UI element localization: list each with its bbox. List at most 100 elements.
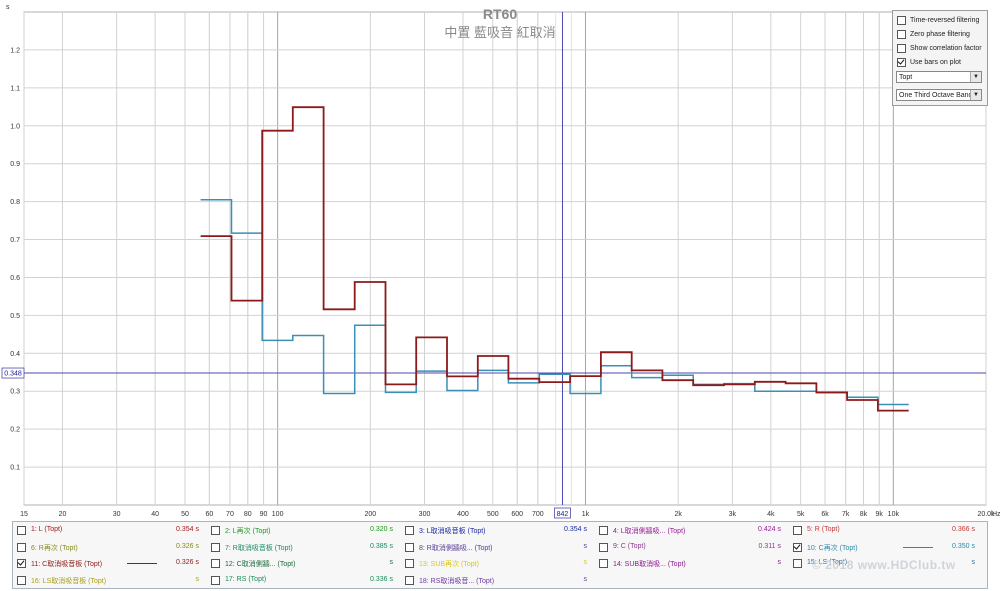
zero-phase-filtering-checkbox[interactable]: Zero phase filtering	[897, 29, 970, 39]
legend-checkbox[interactable]	[405, 526, 414, 535]
legend-checkbox[interactable]	[17, 559, 26, 568]
x-tick-label: 15	[20, 511, 28, 518]
x-tick-label: 400	[457, 511, 469, 518]
band-select[interactable]: One Third Octave Bands ▼	[896, 89, 982, 101]
legend-value: 0.320 s	[370, 526, 393, 533]
y-tick-label: 0.6	[10, 275, 20, 282]
y-tick-label: 0.8	[10, 199, 20, 206]
y-tick-label: 0.1	[10, 465, 20, 472]
x-axis-unit: Hz	[992, 511, 1000, 518]
legend-entry[interactable]: 14: SUB取消吸... (Topt) s	[599, 556, 787, 570]
x-tick-label: 10k	[888, 511, 900, 518]
legend-checkbox[interactable]	[599, 526, 608, 535]
legend-value: 0.350 s	[952, 542, 975, 550]
legend-checkbox[interactable]	[17, 575, 26, 585]
x-tick-label: 200	[364, 511, 376, 518]
legend-label: 14: SUB取消吸... (Topt)	[613, 561, 686, 568]
legend-checkbox[interactable]	[793, 526, 802, 535]
legend-value: 0.354 s	[564, 526, 587, 533]
legend-checkbox[interactable]	[405, 542, 414, 552]
x-tick-label: 500	[487, 511, 499, 518]
legend-checkbox[interactable]	[405, 575, 414, 585]
legend-entry[interactable]: 18: RS取消吸音... (Topt) s	[405, 573, 593, 587]
x-tick-label: 700	[532, 511, 544, 518]
legend-label: 7: R取消吸音板 (Topt)	[225, 544, 293, 552]
show-correlation-factor-checkbox[interactable]: Show correlation factor	[897, 43, 982, 53]
legend-label: 8: R取消側牆吸... (Topt)	[419, 544, 493, 552]
legend-entry[interactable]: 16: LS取消吸音板 (Topt) s	[17, 573, 205, 587]
legend-label: 9: C (Topt)	[613, 542, 646, 550]
legend-entry[interactable]: 4: L取消側牆吸... (Topt) 0.424 s	[599, 523, 787, 537]
band-select-value: One Third Octave Bands	[899, 92, 976, 99]
chevron-down-icon[interactable]: ▼	[970, 90, 981, 100]
checkbox-box[interactable]	[897, 43, 906, 53]
legend-line-swatch	[903, 546, 933, 548]
y-tick-label: 0.2	[10, 427, 20, 434]
legend-entry[interactable]: 10: C再次 (Topt) 0.350 s	[793, 540, 981, 554]
legend-checkbox[interactable]	[793, 542, 802, 552]
legend-entry[interactable]: 11: C取消吸音板 (Topt) 0.326 s	[17, 556, 205, 570]
time-reversed-filtering-checkbox[interactable]: Time-reversed filtering	[897, 15, 979, 25]
legend-value: 0.311 s	[758, 542, 781, 550]
legend-value: s	[583, 575, 588, 583]
legend-entry[interactable]: 7: R取消吸音板 (Topt) 0.385 s	[211, 540, 399, 554]
legend-checkbox[interactable]	[599, 542, 608, 552]
chart-subtitle: 中置 藍吸音 紅取消	[444, 25, 556, 40]
legend-label: 10: C再次 (Topt)	[807, 544, 858, 552]
cursor-x-readout: 842	[557, 511, 569, 518]
legend-entry[interactable]: 3: L取消吸音板 (Topt) 0.354 s	[405, 523, 593, 537]
legend-entry[interactable]: 1: L (Topt) 0.354 s	[17, 523, 205, 537]
y-axis-unit: s	[6, 4, 10, 11]
use-bars-on-plot-checkbox[interactable]: Use bars on plot	[897, 57, 961, 67]
legend-value: 0.354 s	[176, 526, 199, 533]
x-tick-label: 30	[113, 511, 121, 518]
measure-select-value: Topt	[899, 74, 913, 81]
legend-entry[interactable]: 5: R (Topt) 0.366 s	[793, 523, 981, 537]
rt60-plot[interactable]: 15 20 30 40 50 60 70 80 90 100 200 300 400 500 600 700 1…	[0, 0, 1000, 520]
legend-value: 0.326 s	[176, 559, 199, 566]
x-tick-label: 9k	[876, 511, 884, 518]
legend-label: 6: R再次 (Topt)	[31, 544, 78, 552]
legend-checkbox[interactable]	[17, 526, 26, 535]
x-tick-label: 100	[272, 511, 284, 518]
legend-checkbox[interactable]	[211, 542, 220, 552]
x-tick-label: 20.0k	[977, 511, 995, 518]
legend-entry[interactable]: 8: R取消側牆吸... (Topt) s	[405, 540, 593, 554]
legend-checkbox[interactable]	[793, 559, 802, 568]
cursor-y-readout-box	[1, 367, 25, 379]
x-tick-label: 5k	[797, 511, 805, 518]
y-tick-label: 0.7	[10, 237, 20, 244]
legend-checkbox[interactable]	[211, 575, 220, 585]
measure-select[interactable]: Topt ▼	[896, 71, 982, 83]
cursor-x-readout-box	[554, 507, 571, 519]
x-tick-label: 60	[205, 511, 213, 518]
checkbox-box[interactable]	[897, 15, 906, 25]
x-tick-label: 6k	[821, 511, 829, 518]
x-tick-label: 1k	[582, 511, 590, 518]
legend-entry[interactable]: 9: C (Topt) 0.311 s	[599, 540, 787, 554]
y-tick-label: 0.9	[10, 161, 20, 168]
rt60-series-line	[200, 106, 909, 412]
legend-entry[interactable]: 13: SUB再次 (Topt) s	[405, 556, 593, 570]
legend-value: s	[971, 559, 976, 566]
legend-label: 11: C取消吸音板 (Topt)	[31, 561, 103, 568]
legend-value: s	[777, 559, 782, 566]
legend-value: s	[583, 542, 588, 550]
legend-checkbox[interactable]	[211, 526, 220, 535]
rt60-chart[interactable]: 15 20 30 40 50 60 70 80 90 100 200 300 400 500 600 700 1…	[0, 0, 1000, 520]
legend-label: 2: L再次 (Topt)	[225, 528, 271, 535]
legend-entry[interactable]: 6: R再次 (Topt) 0.326 s	[17, 540, 205, 554]
legend-entry[interactable]: 15: LS (Topt) s	[793, 556, 981, 570]
legend-entry[interactable]: 12: C取消側牆... (Topt) s	[211, 556, 399, 570]
legend-entry[interactable]: 17: RS (Topt) 0.336 s	[211, 573, 399, 587]
legend-checkbox[interactable]	[599, 559, 608, 568]
chevron-down-icon[interactable]: ▼	[970, 72, 981, 82]
legend-checkbox[interactable]	[17, 542, 26, 552]
checkbox-label: Zero phase filtering	[910, 30, 970, 38]
x-tick-label: 3k	[729, 511, 737, 518]
legend-entry[interactable]: 2: L再次 (Topt) 0.320 s	[211, 523, 399, 537]
legend-checkbox[interactable]	[211, 559, 220, 568]
checkbox-box[interactable]	[897, 57, 906, 67]
checkbox-box[interactable]	[897, 29, 906, 39]
legend-checkbox[interactable]	[405, 559, 414, 568]
